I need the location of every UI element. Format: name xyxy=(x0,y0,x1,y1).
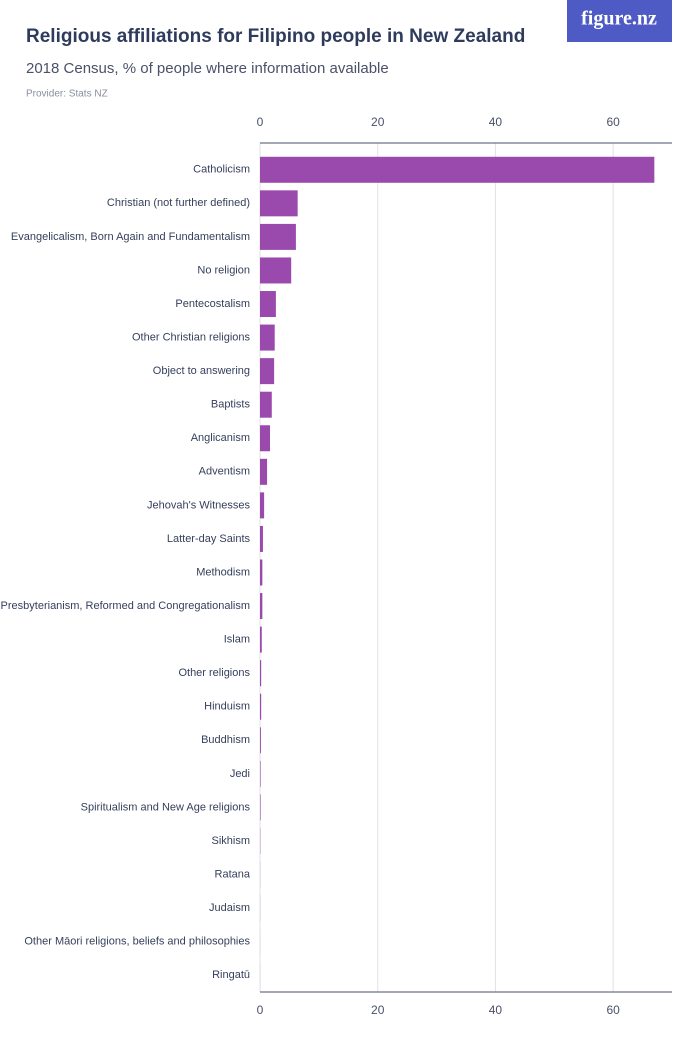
category-label: Evangelicalism, Born Again and Fundament… xyxy=(11,231,250,243)
chart-subtitle: 2018 Census, % of people where informati… xyxy=(26,60,389,77)
category-label: Ratana xyxy=(215,868,251,880)
bar xyxy=(260,626,262,653)
bar xyxy=(260,223,296,250)
category-label: Baptists xyxy=(211,399,251,411)
category-label: Presbyterianism, Reformed and Congregati… xyxy=(1,600,250,612)
category-label: Ringatū xyxy=(212,969,250,981)
logo-box[interactable] xyxy=(567,0,672,42)
bar xyxy=(260,190,298,217)
category-label: Anglicanism xyxy=(191,432,250,444)
category-label: Other religions xyxy=(178,667,250,679)
category-label: Object to answering xyxy=(153,365,250,377)
category-label: Christian (not further defined) xyxy=(107,197,250,209)
bar xyxy=(260,324,275,351)
bar xyxy=(260,425,271,452)
bar xyxy=(260,492,265,519)
bar xyxy=(260,525,263,552)
bar xyxy=(260,760,261,787)
x-tick-label: 20 xyxy=(371,1003,385,1017)
bar xyxy=(260,693,262,720)
category-label: Catholicism xyxy=(193,164,250,176)
category-label: No religion xyxy=(197,264,250,276)
bar xyxy=(260,257,292,284)
bar xyxy=(260,358,275,385)
logo[interactable]: figure.nz xyxy=(581,8,657,30)
bar xyxy=(260,727,261,754)
category-label: Other Māori religions, beliefs and philo… xyxy=(24,936,250,948)
category-label: Judaism xyxy=(209,902,250,914)
x-tick-label: 60 xyxy=(606,1003,620,1017)
category-label: Other Christian religions xyxy=(132,331,250,343)
x-tick-label: 60 xyxy=(606,115,620,129)
category-label: Jehovah's Witnesses xyxy=(147,499,250,511)
x-tick-label: 0 xyxy=(257,1003,264,1017)
x-tick-label: 20 xyxy=(371,115,385,129)
category-label: Jedi xyxy=(230,768,250,780)
bar xyxy=(260,794,261,821)
category-label: Sikhism xyxy=(211,835,250,847)
bar xyxy=(260,291,276,318)
x-tick-label: 40 xyxy=(489,1003,503,1017)
category-label: Methodism xyxy=(196,566,250,578)
bar xyxy=(260,156,655,183)
category-label: Spiritualism and New Age religions xyxy=(81,801,251,813)
bar xyxy=(260,660,262,687)
x-tick-label: 0 xyxy=(257,115,264,129)
category-label: Pentecostalism xyxy=(175,298,250,310)
bar xyxy=(260,391,272,418)
x-tick-label: 40 xyxy=(489,115,503,129)
chart-title: Religious affiliations for Filipino peop… xyxy=(26,26,525,47)
category-label: Islam xyxy=(224,634,250,646)
bar xyxy=(260,593,263,620)
category-label: Buddhism xyxy=(201,734,250,746)
bar xyxy=(260,458,268,485)
provider: Provider: Stats NZ xyxy=(26,89,108,100)
category-label: Adventism xyxy=(199,466,250,478)
bar xyxy=(260,559,263,586)
category-label: Hinduism xyxy=(204,701,250,713)
category-label: Latter-day Saints xyxy=(167,533,251,545)
